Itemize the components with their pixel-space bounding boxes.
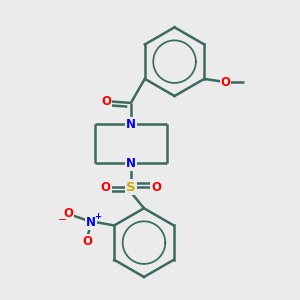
- Text: O: O: [220, 76, 231, 88]
- Text: N: N: [126, 157, 136, 170]
- Text: N: N: [126, 118, 136, 131]
- Text: O: O: [63, 207, 74, 220]
- Text: O: O: [101, 181, 111, 194]
- Text: N: N: [86, 216, 96, 229]
- Text: O: O: [101, 95, 111, 108]
- Text: O: O: [151, 181, 161, 194]
- Text: O: O: [82, 235, 92, 248]
- Text: +: +: [94, 212, 101, 221]
- Text: S: S: [126, 181, 136, 194]
- Text: −: −: [58, 214, 68, 225]
